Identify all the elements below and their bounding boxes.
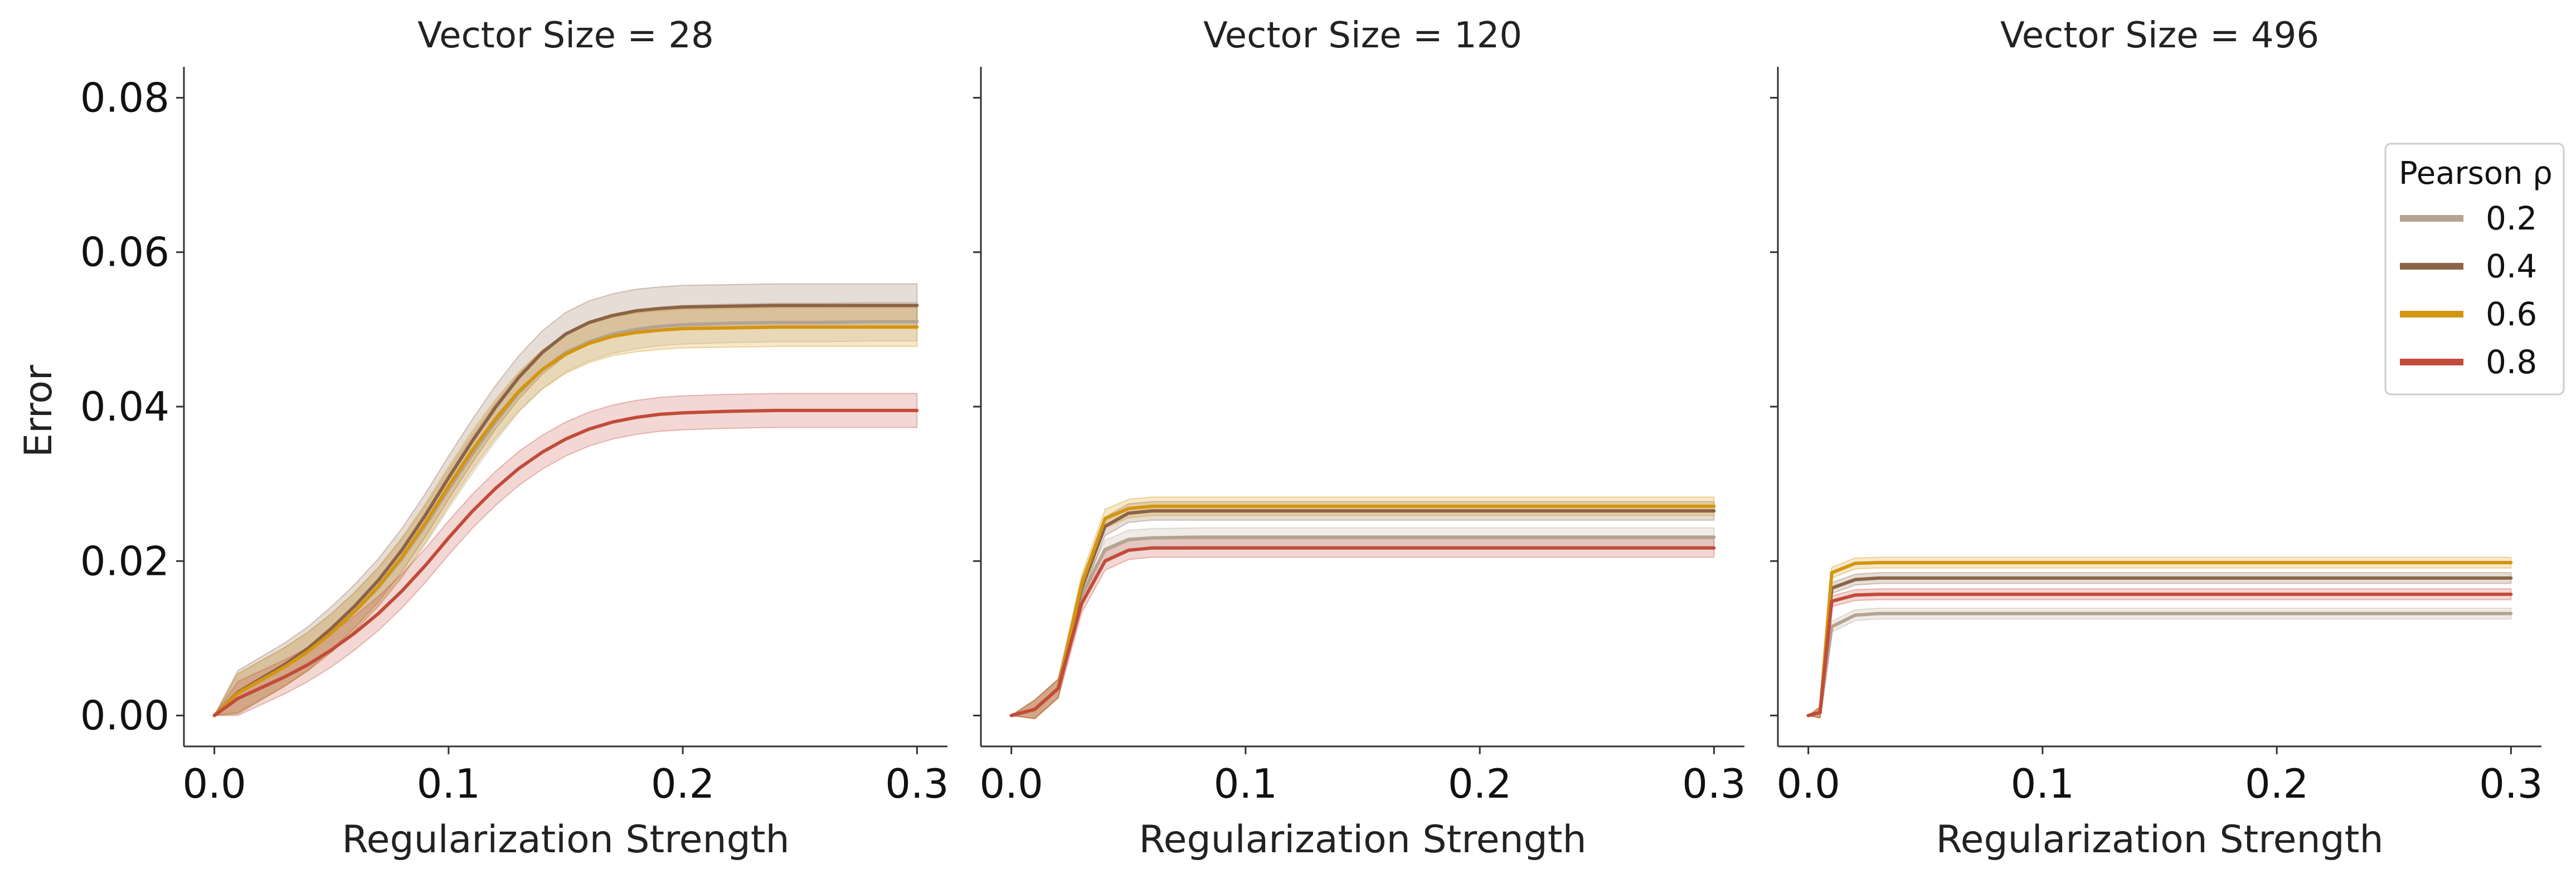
legend-entry: 0.8 xyxy=(2400,343,2537,381)
panel-1: Vector Size = 28 0.00 0.02 0.04 0.06 0.08 0.0 0… xyxy=(80,15,949,862)
x-tick-label: 0.2 xyxy=(1448,760,1512,807)
x-tick-label: 0.0 xyxy=(1776,760,1840,807)
y-tick-label: 0.04 xyxy=(80,383,169,430)
series-line-0-6 xyxy=(212,325,919,717)
x-tick-label: 0.3 xyxy=(2479,760,2543,807)
legend-label: 0.8 xyxy=(2486,343,2537,381)
x-tick-label: 0.1 xyxy=(417,760,481,807)
y-axis-label: Error xyxy=(17,365,61,457)
series-line-0-8 xyxy=(1806,592,2513,717)
legend-entry: 0.4 xyxy=(2400,247,2537,285)
series-line-0-8 xyxy=(212,408,919,717)
x-tick-label: 0.3 xyxy=(885,760,949,807)
legend-label: 0.2 xyxy=(2486,199,2537,237)
panel-title: Vector Size = 120 xyxy=(1203,15,1522,56)
y-tick-label: 0.06 xyxy=(80,229,169,276)
x-tick-label: 0.2 xyxy=(2245,760,2309,807)
panel-title: Vector Size = 496 xyxy=(2000,15,2319,56)
series-line-0-4 xyxy=(212,304,919,717)
x-tick-label: 0.0 xyxy=(979,760,1043,807)
x-tick-label: 0.1 xyxy=(2011,760,2075,807)
x-tick-label: 0.2 xyxy=(651,760,715,807)
legend-label: 0.4 xyxy=(2486,247,2537,285)
series-line-0-2 xyxy=(1806,612,2513,717)
legend-entry: 0.6 xyxy=(2400,295,2537,333)
legend-frame xyxy=(2384,143,2565,395)
x-axis-label: Regularization Strength xyxy=(342,818,789,862)
series-line-0-8 xyxy=(1009,546,1716,717)
panel-3: Vector Size = 496 0.0 0.1 0.2 0.3 Regularizat… xyxy=(1770,15,2543,862)
x-tick-label: 0.1 xyxy=(1214,760,1278,807)
y-axis-label-group: Error xyxy=(17,365,61,457)
legend-entry: 0.2 xyxy=(2400,199,2537,237)
x-axis-label: Regularization Strength xyxy=(1936,818,2383,862)
legend: Pearson ρ 0.2 0.4 0.6 0.8 xyxy=(2384,143,2565,395)
panel-title: Vector Size = 28 xyxy=(417,15,713,56)
x-tick-label: 0.3 xyxy=(1682,760,1746,807)
panels: Vector Size = 28 0.00 0.02 0.04 0.06 0.08 0.0 0… xyxy=(80,15,2543,862)
y-tick-label: 0.08 xyxy=(80,74,169,121)
x-tick-label: 0.0 xyxy=(182,760,246,807)
x-axis-label: Regularization Strength xyxy=(1139,818,1586,862)
legend-title: Pearson ρ xyxy=(2399,155,2553,192)
y-tick-label: 0.02 xyxy=(80,538,169,584)
panel-2: Vector Size = 120 0.0 0.1 0.2 0.3 Regularizat… xyxy=(973,15,1746,862)
legend-label: 0.6 xyxy=(2486,295,2537,333)
y-tick-label: 0.00 xyxy=(80,692,169,739)
series-line-0-6 xyxy=(1806,561,2513,717)
